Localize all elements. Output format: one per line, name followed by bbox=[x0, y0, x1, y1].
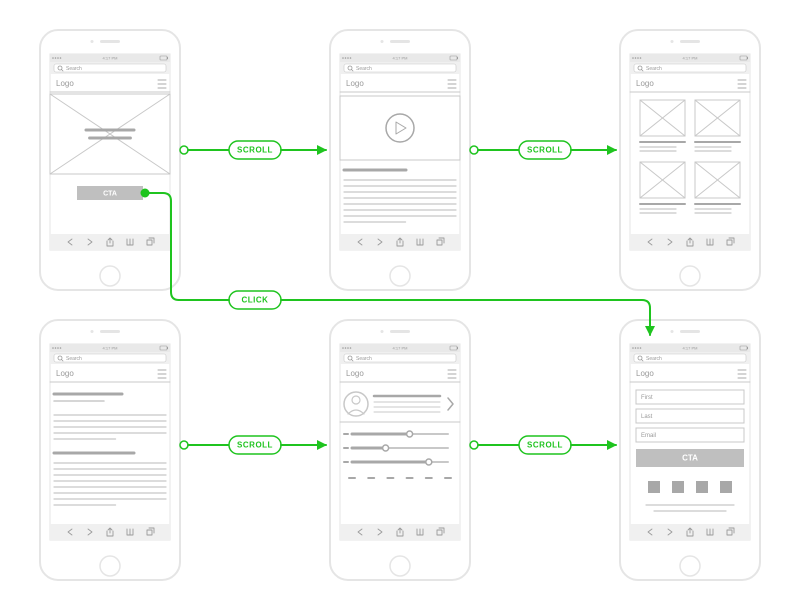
slider-thumb[interactable] bbox=[383, 445, 389, 451]
flow-label-text: SCROLL bbox=[527, 441, 563, 450]
logo-text: Logo bbox=[56, 369, 74, 378]
status-time: 4:17 PM bbox=[683, 346, 698, 351]
logo-text: Logo bbox=[56, 79, 74, 88]
input-placeholder: Email bbox=[641, 433, 656, 439]
logo-text: Logo bbox=[636, 369, 654, 378]
logo-text: Logo bbox=[346, 369, 364, 378]
url-placeholder: Search bbox=[356, 66, 372, 72]
flow-diagram: 4:17 PMSearchLogoCTA4:17 PMSearchLogo4:1… bbox=[0, 0, 800, 600]
status-time: 4:17 PM bbox=[683, 56, 698, 61]
status-time: 4:17 PM bbox=[103, 56, 118, 61]
url-placeholder: Search bbox=[66, 356, 82, 362]
social-icon[interactable] bbox=[696, 481, 708, 493]
url-placeholder: Search bbox=[646, 66, 662, 72]
phone-p3: 4:17 PM Search Logo bbox=[620, 30, 760, 290]
flow-origin-dot bbox=[180, 146, 188, 154]
flow-origin-dot bbox=[141, 189, 149, 197]
flow-label-text: SCROLL bbox=[237, 441, 273, 450]
cta-label: CTA bbox=[103, 190, 117, 197]
url-placeholder: Search bbox=[66, 66, 82, 72]
phone-p2: 4:17 PM Search Logo bbox=[330, 30, 470, 290]
phone-p6: 4:17 PM Search Logo First Last Email CTA bbox=[620, 320, 760, 580]
flow-label-text: CLICK bbox=[242, 296, 269, 305]
slider-thumb[interactable] bbox=[426, 459, 432, 465]
flow-label-text: SCROLL bbox=[527, 146, 563, 155]
url-placeholder: Search bbox=[356, 356, 372, 362]
phone-p4: 4:17 PM Search Logo bbox=[40, 320, 180, 580]
social-icon[interactable] bbox=[720, 481, 732, 493]
status-time: 4:17 PM bbox=[103, 346, 118, 351]
cta-label: CTA bbox=[682, 454, 698, 463]
input-placeholder: First bbox=[641, 395, 653, 401]
slider-thumb[interactable] bbox=[407, 431, 413, 437]
flow-origin-dot bbox=[470, 146, 478, 154]
status-time: 4:17 PM bbox=[393, 346, 408, 351]
social-icon[interactable] bbox=[648, 481, 660, 493]
input-placeholder: Last bbox=[641, 414, 653, 420]
social-icon[interactable] bbox=[672, 481, 684, 493]
logo-text: Logo bbox=[636, 79, 654, 88]
phone-p5: 4:17 PM Search Logo bbox=[330, 320, 470, 580]
phone-p1: 4:17 PM Search Logo CTA bbox=[40, 30, 180, 290]
logo-text: Logo bbox=[346, 79, 364, 88]
flow-label-text: SCROLL bbox=[237, 146, 273, 155]
flow-origin-dot bbox=[180, 441, 188, 449]
flow-origin-dot bbox=[470, 441, 478, 449]
status-time: 4:17 PM bbox=[393, 56, 408, 61]
url-placeholder: Search bbox=[646, 356, 662, 362]
